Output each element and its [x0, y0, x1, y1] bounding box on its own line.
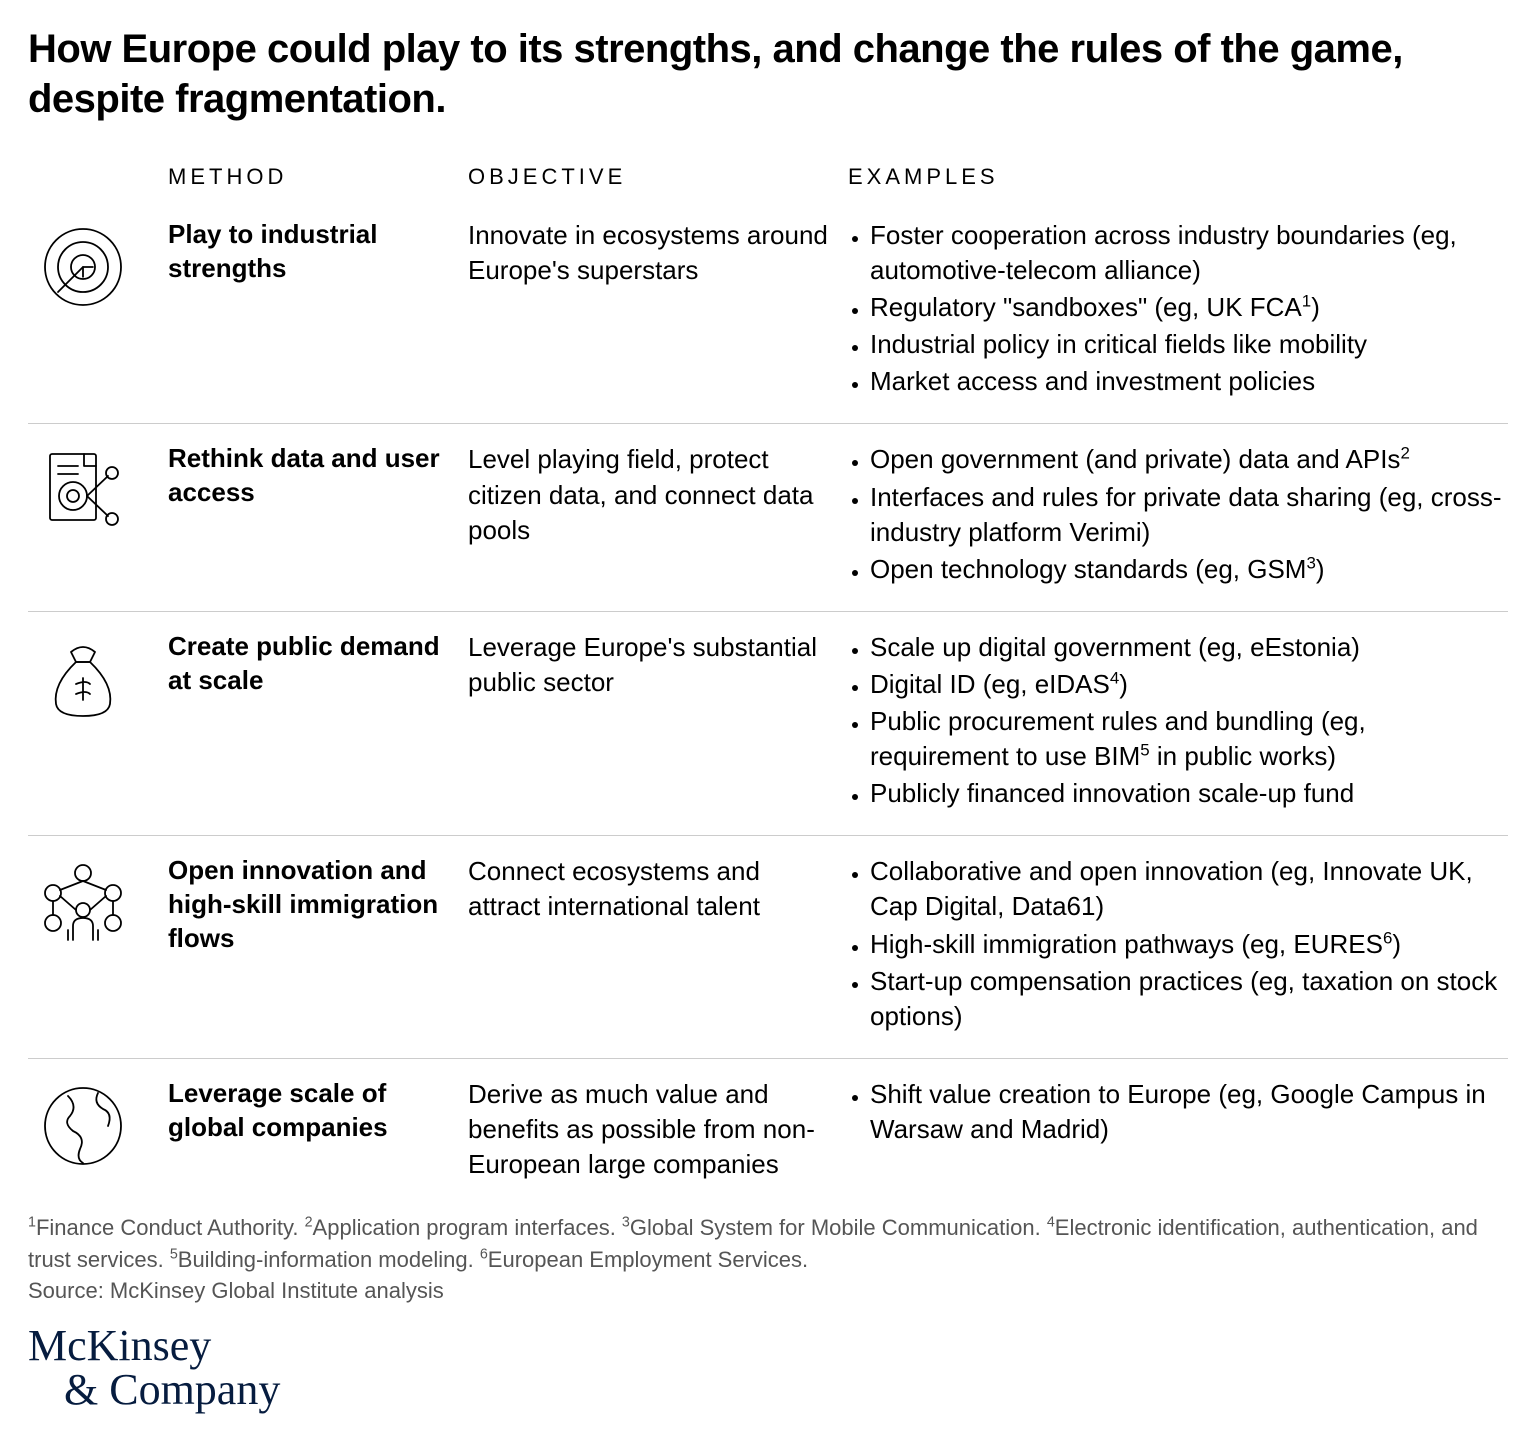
- examples-cell: Foster cooperation across industry bound…: [848, 218, 1508, 401]
- table-row: Create public demand at scaleLeverage Eu…: [28, 611, 1508, 835]
- strategy-table: METHOD OBJECTIVE EXAMPLES Play to indust…: [28, 164, 1508, 1204]
- method-cell: Create public demand at scale: [168, 630, 468, 813]
- method-cell: Play to industrial strengths: [168, 218, 468, 401]
- example-item: Market access and investment policies: [870, 364, 1508, 399]
- method-cell: Rethink data and user access: [168, 442, 468, 588]
- examples-cell: Open government (and private) data and A…: [848, 442, 1508, 588]
- example-item: Public procurement rules and bundling (e…: [870, 704, 1508, 774]
- table-row: Play to industrial strengthsInnovate in …: [28, 200, 1508, 423]
- money-bag-icon: [28, 630, 168, 813]
- example-item: Open government (and private) data and A…: [870, 442, 1508, 477]
- objective-cell: Level playing field, protect citizen dat…: [468, 442, 848, 588]
- example-item: High-skill immigration pathways (eg, EUR…: [870, 927, 1508, 962]
- example-item: Collaborative and open innovation (eg, I…: [870, 854, 1508, 924]
- globe-icon: [28, 1077, 168, 1182]
- examples-cell: Shift value creation to Europe (eg, Goog…: [848, 1077, 1508, 1182]
- col-header-examples: EXAMPLES: [848, 164, 1508, 190]
- example-item: Digital ID (eg, eIDAS4): [870, 667, 1508, 702]
- example-item: Regulatory "sandboxes" (eg, UK FCA1): [870, 290, 1508, 325]
- objective-cell: Innovate in ecosystems around Europe's s…: [468, 218, 848, 401]
- data-doc-icon: [28, 442, 168, 588]
- footnotes: 1Finance Conduct Authority. 2Application…: [28, 1212, 1508, 1276]
- example-item: Shift value creation to Europe (eg, Goog…: [870, 1077, 1508, 1147]
- logo-line2: & Company: [28, 1368, 1508, 1412]
- mckinsey-logo: McKinsey & Company: [28, 1324, 1508, 1412]
- example-item: Publicly financed innovation scale-up fu…: [870, 776, 1508, 811]
- table-row: Open innovation and high-skill immigrati…: [28, 835, 1508, 1057]
- examples-cell: Collaborative and open innovation (eg, I…: [848, 854, 1508, 1035]
- table-row: Leverage scale of global companiesDerive…: [28, 1058, 1508, 1204]
- table-row: Rethink data and user accessLevel playin…: [28, 423, 1508, 610]
- example-item: Interfaces and rules for private data sh…: [870, 480, 1508, 550]
- method-cell: Open innovation and high-skill immigrati…: [168, 854, 468, 1035]
- example-item: Start-up compensation practices (eg, tax…: [870, 964, 1508, 1034]
- table-header: METHOD OBJECTIVE EXAMPLES: [28, 164, 1508, 190]
- page-title: How Europe could play to its strengths, …: [28, 24, 1508, 124]
- col-header-objective: OBJECTIVE: [468, 164, 848, 190]
- examples-cell: Scale up digital government (eg, eEstoni…: [848, 630, 1508, 813]
- objective-cell: Connect ecosystems and attract internati…: [468, 854, 848, 1035]
- objective-cell: Derive as much value and benefits as pos…: [468, 1077, 848, 1182]
- method-cell: Leverage scale of global companies: [168, 1077, 468, 1182]
- objective-cell: Leverage Europe's substantial public sec…: [468, 630, 848, 813]
- network-icon: [28, 854, 168, 1035]
- source-line: Source: McKinsey Global Institute analys…: [28, 1278, 1508, 1304]
- logo-line1: McKinsey: [28, 1321, 211, 1370]
- example-item: Open technology standards (eg, GSM3): [870, 552, 1508, 587]
- col-header-method: METHOD: [168, 164, 468, 190]
- example-item: Scale up digital government (eg, eEstoni…: [870, 630, 1508, 665]
- example-item: Foster cooperation across industry bound…: [870, 218, 1508, 288]
- target-icon: [28, 218, 168, 401]
- example-item: Industrial policy in critical fields lik…: [870, 327, 1508, 362]
